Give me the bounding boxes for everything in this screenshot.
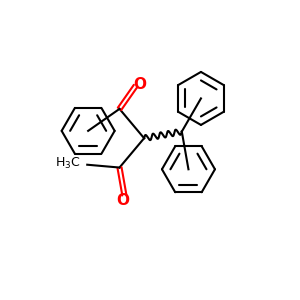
Text: O: O xyxy=(116,194,129,208)
Text: O: O xyxy=(133,77,146,92)
Text: H$_3$C: H$_3$C xyxy=(55,156,81,171)
